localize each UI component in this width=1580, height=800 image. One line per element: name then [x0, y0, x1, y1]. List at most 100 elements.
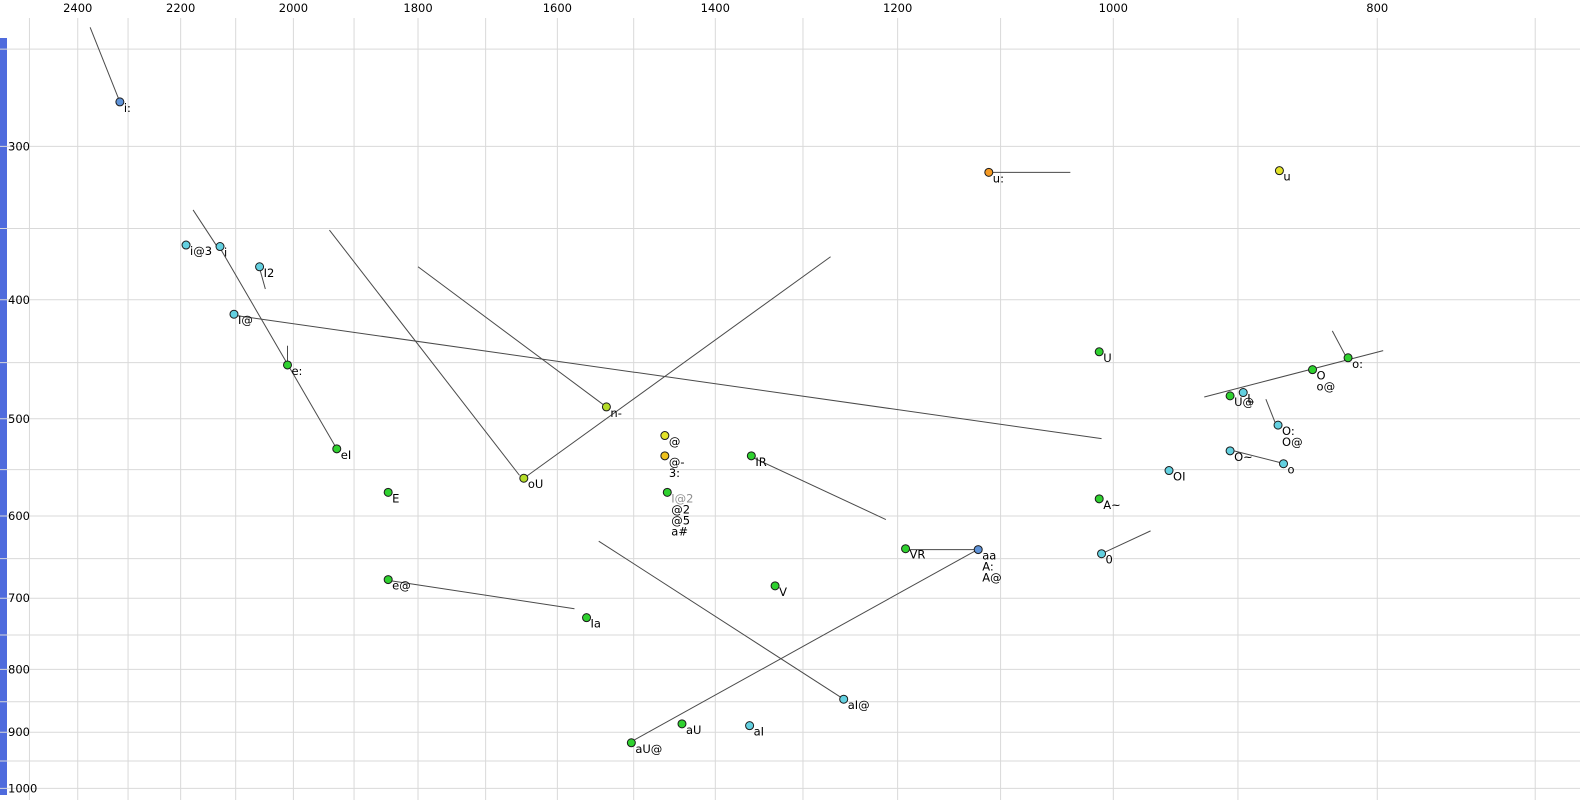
point-label: o — [1288, 463, 1295, 477]
point-label: i: — [124, 101, 131, 115]
data-point[interactable] — [1094, 494, 1104, 504]
point-label: I@ — [238, 313, 253, 327]
point-label: @ — [669, 435, 681, 449]
trajectory-line — [89, 27, 121, 103]
point-label: i@3 — [190, 244, 212, 258]
data-point[interactable] — [215, 242, 225, 252]
data-point[interactable] — [1308, 365, 1318, 375]
point-label: i — [224, 246, 227, 260]
x-tick-label: 1600 — [543, 1, 572, 15]
x-tick-label: 2400 — [63, 1, 92, 15]
point-label: @2 — [671, 502, 690, 516]
x-tick-label: 1200 — [883, 1, 912, 15]
point-label: e@ — [392, 579, 411, 593]
data-point[interactable] — [770, 581, 780, 591]
data-point[interactable] — [282, 360, 292, 370]
point-label: 3: — [669, 466, 680, 480]
trajectory-line — [631, 549, 977, 743]
point-label: aU@ — [635, 742, 662, 756]
point-label: I2 — [264, 266, 275, 280]
data-point[interactable] — [1343, 353, 1353, 363]
x-tick-label: 1800 — [403, 1, 432, 15]
data-point[interactable] — [1274, 166, 1284, 176]
data-point[interactable] — [1225, 391, 1235, 401]
data-point[interactable] — [582, 613, 592, 623]
y-tick-label: 400 — [8, 293, 30, 307]
y-tick-label: 1000 — [8, 781, 37, 795]
y-tick-label: 300 — [8, 139, 30, 153]
data-point[interactable] — [660, 451, 670, 461]
data-point[interactable] — [662, 487, 672, 497]
point-label: VR — [910, 548, 926, 562]
data-point[interactable] — [1238, 388, 1248, 398]
trajectory-line — [417, 266, 606, 407]
data-point[interactable] — [746, 451, 756, 461]
point-label: L — [1247, 392, 1254, 406]
data-point[interactable] — [1279, 459, 1289, 469]
point-label: O~ — [1234, 450, 1253, 464]
trajectory-line — [192, 209, 217, 246]
data-point[interactable] — [383, 487, 393, 497]
x-tick-label: 1000 — [1099, 1, 1128, 15]
data-point[interactable] — [383, 575, 393, 585]
data-point[interactable] — [1097, 549, 1107, 559]
point-label: O@ — [1282, 435, 1303, 449]
point-label: E — [392, 491, 399, 505]
data-point[interactable] — [1164, 466, 1174, 476]
point-label: O — [1317, 369, 1326, 383]
data-point[interactable] — [901, 544, 911, 554]
data-point[interactable] — [1273, 420, 1283, 430]
trajectory-line — [1331, 330, 1348, 359]
point-label: oU — [528, 477, 543, 491]
point-label: A~ — [1103, 498, 1121, 512]
point-label: V — [779, 585, 787, 599]
data-point[interactable] — [984, 167, 994, 177]
trajectory-line — [1204, 350, 1384, 398]
data-point[interactable] — [677, 719, 687, 729]
point-label: o: — [1352, 357, 1363, 371]
x-tick-label: 1400 — [701, 1, 730, 15]
point-label: u: — [993, 171, 1004, 185]
data-point[interactable] — [1094, 347, 1104, 357]
trajectory-line — [219, 247, 338, 450]
point-label: IR — [755, 455, 766, 469]
point-label: I@2 — [671, 491, 693, 505]
data-point[interactable] — [519, 473, 529, 483]
trajectory-line — [523, 256, 831, 479]
data-point[interactable] — [626, 738, 636, 748]
point-label: @- — [669, 455, 685, 469]
data-point[interactable] — [115, 97, 125, 107]
point-label: e: — [291, 364, 302, 378]
data-point[interactable] — [839, 694, 849, 704]
trajectory-line — [329, 229, 520, 476]
data-point[interactable] — [973, 545, 983, 555]
trajectory-line — [1265, 399, 1276, 424]
point-label: aI — [754, 725, 764, 739]
point-label: A: — [982, 560, 994, 574]
x-tick-label: 2000 — [279, 1, 308, 15]
data-point[interactable] — [745, 721, 755, 731]
data-point[interactable] — [1225, 446, 1235, 456]
data-point[interactable] — [255, 262, 265, 272]
data-point[interactable] — [181, 240, 191, 250]
left-edge-strip[interactable] — [0, 38, 7, 795]
point-label: O: — [1282, 424, 1295, 438]
point-label: U — [1103, 351, 1111, 365]
trajectory-line — [259, 268, 266, 290]
y-tick-label: 500 — [8, 412, 30, 426]
data-point[interactable] — [660, 431, 670, 441]
trajectory-line — [598, 540, 843, 699]
point-label: aa — [982, 549, 996, 563]
data-point[interactable] — [601, 402, 611, 412]
data-point[interactable] — [332, 444, 342, 454]
x-tick-label: 2200 — [166, 1, 195, 15]
point-label: Ia — [591, 617, 601, 631]
point-label: @5 — [671, 513, 690, 527]
data-point[interactable] — [229, 309, 239, 319]
point-label: u — [1283, 170, 1290, 184]
point-label: A@ — [982, 571, 1001, 585]
trajectory-line — [235, 315, 1102, 440]
trajectory-line — [751, 456, 887, 520]
trajectory-line — [388, 579, 575, 610]
